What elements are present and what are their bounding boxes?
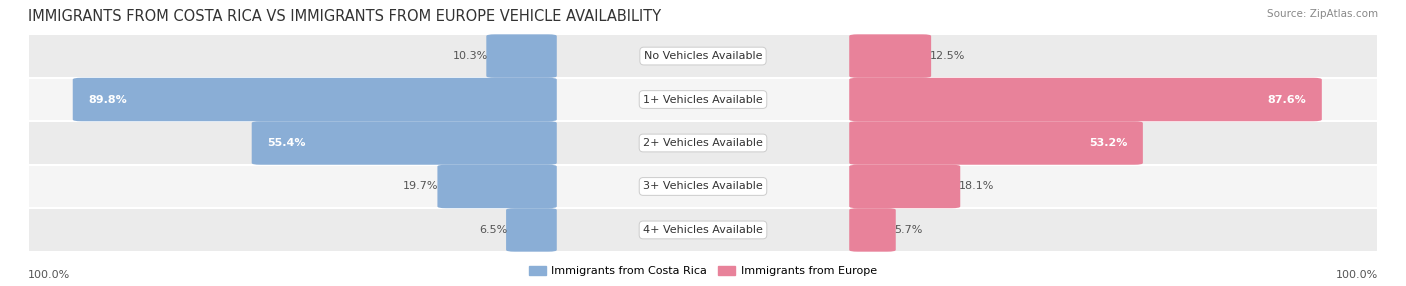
- Text: 53.2%: 53.2%: [1090, 138, 1128, 148]
- Text: 2+ Vehicles Available: 2+ Vehicles Available: [643, 138, 763, 148]
- Text: 12.5%: 12.5%: [929, 51, 965, 61]
- FancyBboxPatch shape: [506, 208, 557, 252]
- Text: 55.4%: 55.4%: [267, 138, 305, 148]
- Legend: Immigrants from Costa Rica, Immigrants from Europe: Immigrants from Costa Rica, Immigrants f…: [524, 261, 882, 281]
- FancyBboxPatch shape: [486, 34, 557, 78]
- FancyBboxPatch shape: [28, 34, 1378, 78]
- Text: 87.6%: 87.6%: [1268, 95, 1306, 104]
- FancyBboxPatch shape: [73, 78, 557, 121]
- Text: 10.3%: 10.3%: [453, 51, 488, 61]
- FancyBboxPatch shape: [28, 78, 1378, 121]
- Text: 3+ Vehicles Available: 3+ Vehicles Available: [643, 182, 763, 191]
- Text: 19.7%: 19.7%: [404, 182, 439, 191]
- FancyBboxPatch shape: [437, 165, 557, 208]
- Text: 100.0%: 100.0%: [28, 270, 70, 279]
- Text: Source: ZipAtlas.com: Source: ZipAtlas.com: [1267, 9, 1378, 19]
- Text: IMMIGRANTS FROM COSTA RICA VS IMMIGRANTS FROM EUROPE VEHICLE AVAILABILITY: IMMIGRANTS FROM COSTA RICA VS IMMIGRANTS…: [28, 9, 661, 23]
- Text: 5.7%: 5.7%: [894, 225, 922, 235]
- FancyBboxPatch shape: [849, 34, 931, 78]
- Text: 1+ Vehicles Available: 1+ Vehicles Available: [643, 95, 763, 104]
- Text: No Vehicles Available: No Vehicles Available: [644, 51, 762, 61]
- FancyBboxPatch shape: [28, 208, 1378, 252]
- Text: 100.0%: 100.0%: [1336, 270, 1378, 279]
- Text: 4+ Vehicles Available: 4+ Vehicles Available: [643, 225, 763, 235]
- FancyBboxPatch shape: [849, 208, 896, 252]
- FancyBboxPatch shape: [849, 78, 1322, 121]
- Text: 18.1%: 18.1%: [959, 182, 994, 191]
- Text: 89.8%: 89.8%: [89, 95, 127, 104]
- FancyBboxPatch shape: [28, 165, 1378, 208]
- Text: 6.5%: 6.5%: [479, 225, 508, 235]
- FancyBboxPatch shape: [28, 121, 1378, 165]
- FancyBboxPatch shape: [849, 165, 960, 208]
- FancyBboxPatch shape: [252, 121, 557, 165]
- FancyBboxPatch shape: [849, 121, 1143, 165]
